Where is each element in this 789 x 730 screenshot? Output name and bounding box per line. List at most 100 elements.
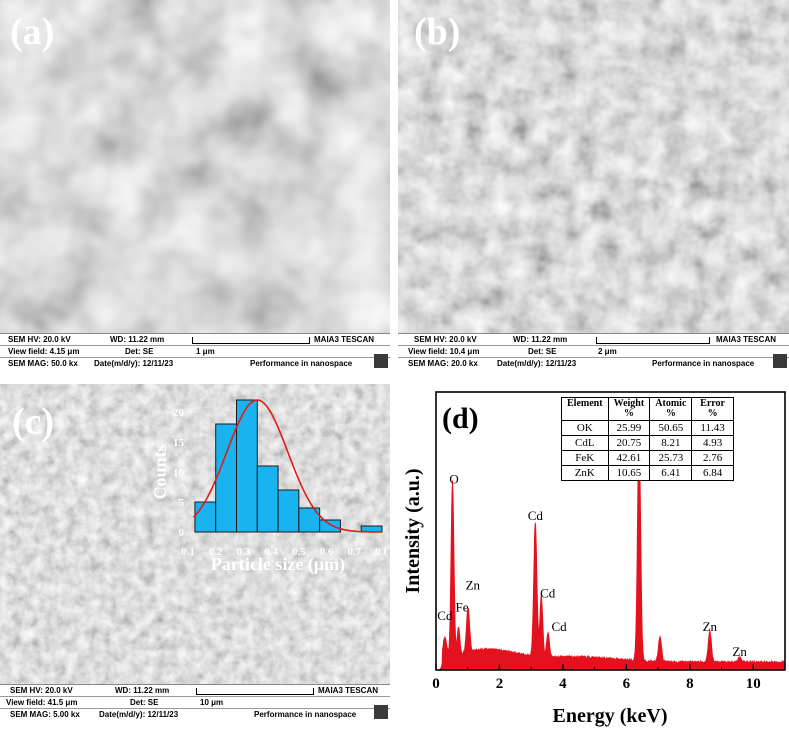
eds-x-tick-label: 2 xyxy=(496,676,504,692)
gaussian-fit-curve xyxy=(192,399,382,533)
sem-performance: Performance in nanospace xyxy=(254,710,357,719)
eds-table-cell: 11.43 xyxy=(691,420,734,436)
eds-x-tick-label: 0 xyxy=(432,676,440,692)
eds-table-cell: 20.75 xyxy=(607,435,651,451)
eds-table-cell: 42.61 xyxy=(607,450,651,466)
panel-b: (b) SEM HV: 20.0 kV WD: 11.22 mm MAIA3 T… xyxy=(398,0,789,372)
sem-detector: Det: SE xyxy=(125,347,154,356)
sem-hv: SEM HV: 20.0 kV xyxy=(10,686,73,695)
histogram-x-tick-label: 0.7 xyxy=(347,546,361,558)
histogram-bar xyxy=(194,501,217,533)
sem-image-c xyxy=(0,384,390,723)
histogram-y-tick-label: 0 xyxy=(179,527,185,539)
scale-bar-label: 10 μm xyxy=(200,698,224,707)
sem-magnification: SEM MAG: 50.0 kx xyxy=(8,359,78,368)
eds-table-header: Element xyxy=(561,397,609,421)
scale-bar-label: 2 μm xyxy=(598,347,617,356)
histogram-x-tick-label: 0.1 xyxy=(181,546,195,558)
sem-detector: Det: SE xyxy=(528,347,557,356)
eds-table-row: CdL 20.75 8.21 4.93 xyxy=(561,435,734,451)
sem-brand: MAIA3 TESCAN xyxy=(716,335,777,344)
eds-x-tick-label: 6 xyxy=(623,676,631,692)
eds-table-cell: FeK xyxy=(561,450,609,466)
sem-info-bar-b: SEM HV: 20.0 kV WD: 11.22 mm MAIA3 TESCA… xyxy=(398,333,789,372)
eds-table-header: Atomic% xyxy=(649,397,693,421)
eds-table-cell: CdL xyxy=(561,435,609,451)
eds-table-header-row: Element Weight% Atomic% Error% xyxy=(561,397,734,421)
sem-performance: Performance in nanospace xyxy=(652,359,755,368)
eds-table-cell: 25.99 xyxy=(607,420,651,436)
histogram-x-tick-label: 0.3 xyxy=(237,546,251,558)
eds-peak-label: O xyxy=(449,472,458,487)
sem-brand: MAIA3 TESCAN xyxy=(314,335,375,344)
tescan-logo-icon xyxy=(374,354,388,368)
tescan-logo-icon xyxy=(773,354,787,368)
sem-image-b xyxy=(398,0,789,372)
eds-plot-frame xyxy=(435,391,786,671)
histogram-y-axis-label: Counts xyxy=(150,444,170,499)
histogram-x-tick-label: 0.2 xyxy=(209,546,223,558)
eds-table-cell: 10.65 xyxy=(607,465,651,481)
eds-table-cell: OK xyxy=(561,420,609,436)
eds-table-row: OK 25.99 50.65 11.43 xyxy=(561,420,734,436)
eds-peak-label: Zn xyxy=(703,619,718,634)
histogram-x-tick-label: 0.6 xyxy=(320,546,334,558)
panel-label-d: (d) xyxy=(442,402,479,435)
sem-magnification: SEM MAG: 5.00 kx xyxy=(10,710,80,719)
eds-peak-label: Fe xyxy=(456,600,469,615)
sem-info-bar-c: SEM HV: 20.0 kV WD: 11.22 mm MAIA3 TESCA… xyxy=(0,684,390,723)
sem-date: Date(m/d/y): 12/11/23 xyxy=(99,710,179,719)
eds-table-row: FeK 42.61 25.73 2.76 xyxy=(561,450,734,466)
sem-brand: MAIA3 TESCAN xyxy=(318,686,379,695)
histogram-bar xyxy=(277,489,300,533)
sem-hv: SEM HV: 20.0 kV xyxy=(414,335,477,344)
sem-view-field: View field: 10.4 μm xyxy=(408,347,480,356)
eds-table-cell: 6.84 xyxy=(691,465,734,481)
histogram-x-tick-label: 0.5 xyxy=(292,546,306,558)
eds-table-cell: 50.65 xyxy=(649,420,693,436)
scale-bar xyxy=(192,337,310,344)
sem-date: Date(m/d/y): 12/11/23 xyxy=(94,359,174,368)
panel-label-c: (c) xyxy=(12,401,55,443)
eds-table-cell: ZnK xyxy=(561,465,609,481)
sem-detector: Det: SE xyxy=(130,698,159,707)
panel-label-b: (b) xyxy=(414,11,461,53)
sem-wd: WD: 11.22 mm xyxy=(110,335,165,344)
panel-label-a: (a) xyxy=(10,11,55,53)
eds-table-cell: 6.41 xyxy=(649,465,693,481)
eds-table-row: ZnK 10.65 6.41 6.84 xyxy=(561,465,734,481)
histogram-y-tick-label: 5 xyxy=(179,497,185,509)
eds-peak-label: Cd xyxy=(528,508,544,523)
histogram-bar xyxy=(256,465,279,533)
histogram-bar xyxy=(319,519,341,533)
histogram-x-axis-label: Particle size (μm) xyxy=(211,554,345,575)
eds-peak-label: Cd xyxy=(437,608,453,623)
panel-c: (c) 0.1 0.2 0.3 0.4 0.5 0.6 0.7 0.8 0 5 10 15 20 Co… xyxy=(0,384,390,723)
sem-view-field: View field: 41.5 μm xyxy=(6,698,78,707)
eds-table-cell: 4.93 xyxy=(691,435,734,451)
eds-peak-label: Cd xyxy=(540,586,556,601)
eds-spectrum-line xyxy=(439,430,786,671)
scale-bar xyxy=(196,688,314,695)
histogram-x-tick-label: 0.8 xyxy=(375,546,386,558)
sem-view-field: View field: 4.15 μm xyxy=(8,347,80,356)
sem-performance: Performance in nanospace xyxy=(250,359,353,368)
eds-y-axis-label: Intensity (a.u.) xyxy=(402,468,424,593)
eds-table-cell: 8.21 xyxy=(649,435,693,451)
sem-wd: WD: 11.22 mm xyxy=(115,686,170,695)
sem-info-bar-a: SEM HV: 20.0 kV WD: 11.22 mm MAIA3 TESCA… xyxy=(0,333,390,372)
eds-composition-table: Element Weight% Atomic% Error% OK 25.99 50.65 1… xyxy=(561,397,734,481)
particle-size-histogram: 0.1 0.2 0.3 0.4 0.5 0.6 0.7 0.8 0 5 10 15 20 Counts… xyxy=(150,399,386,575)
eds-x-axis-label: Energy (keV) xyxy=(553,705,668,727)
eds-table-header: Error% xyxy=(691,397,734,421)
panel-a: (a) SEM HV: 20.0 kV WD: 11.22 mm MAIA3 T… xyxy=(0,0,390,372)
sem-date: Date(m/d/y): 12/11/23 xyxy=(497,359,577,368)
sem-wd: WD: 11.22 mm xyxy=(513,335,568,344)
histogram-bar xyxy=(215,423,238,533)
tescan-logo-icon xyxy=(374,705,388,719)
histogram-y-tick-label: 15 xyxy=(173,437,185,449)
histogram-x-tick-label: 0.4 xyxy=(264,546,278,558)
eds-table-cell: 2.76 xyxy=(691,450,734,466)
histogram-y-tick-label: 10 xyxy=(173,467,185,479)
